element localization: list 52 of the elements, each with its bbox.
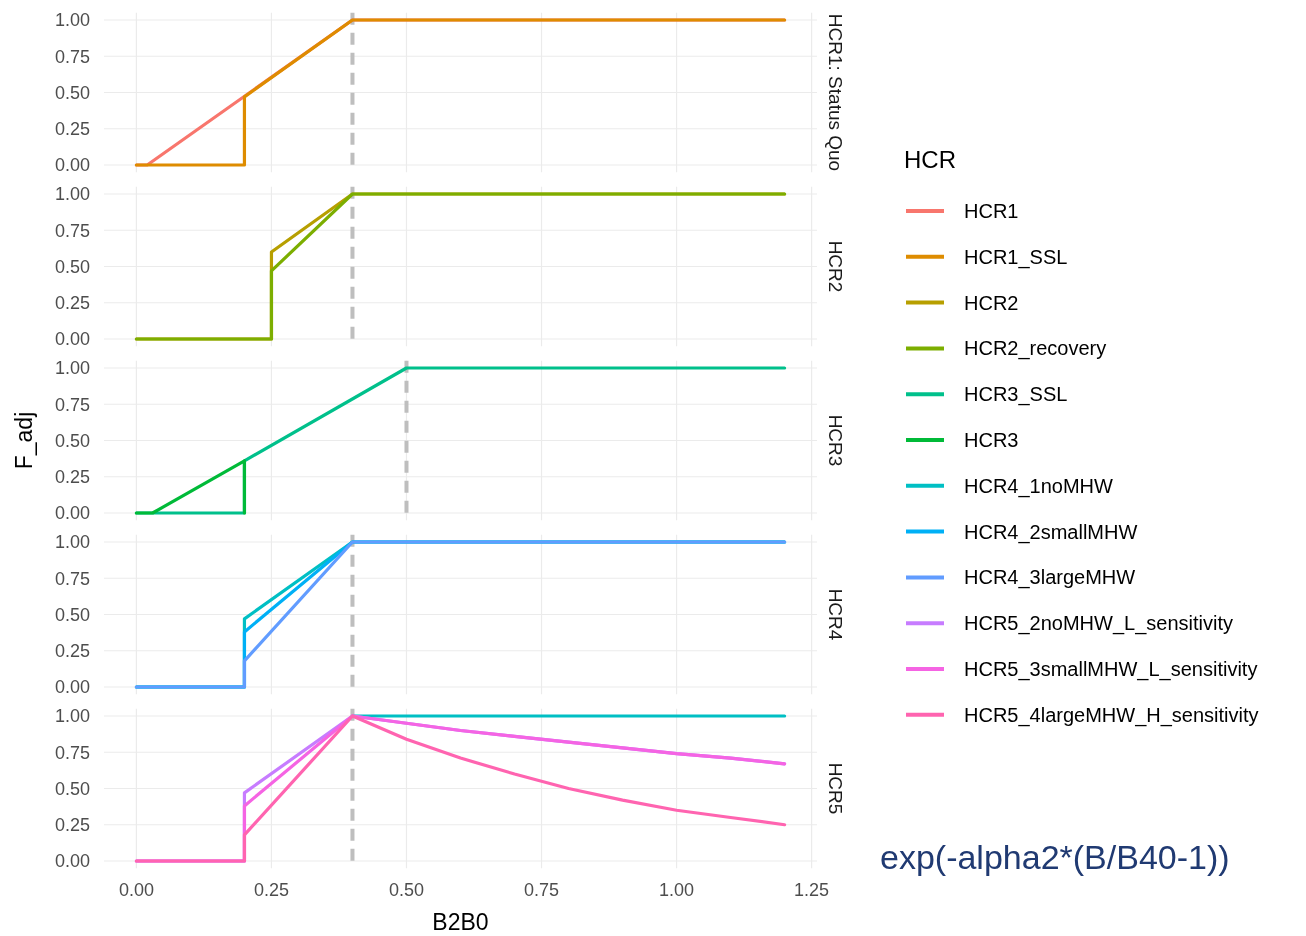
text: HCR5 — [825, 762, 846, 815]
y-tick-label: 0.50 — [54, 430, 90, 451]
y-tick-label: 0.00 — [54, 503, 90, 524]
text: HCR4 — [825, 588, 846, 641]
y-tick-label: 0.75 — [54, 568, 90, 589]
y-tick-label: 1.00 — [54, 532, 90, 553]
y-tick-label: 0.75 — [54, 220, 90, 241]
y-tick-label: 0.50 — [54, 82, 90, 103]
x-tick-label: 1.00 — [659, 880, 695, 901]
legend-label: HCR1 — [964, 200, 1019, 222]
x-tick-label: 0.25 — [253, 880, 289, 901]
x-tick-label: 0.00 — [118, 880, 154, 901]
legend-label: HCR5_2noMHW_L_sensitivity — [964, 612, 1233, 636]
y-tick-label: 0.00 — [54, 155, 90, 176]
y-tick-label: 0.00 — [54, 677, 90, 698]
legend-label: HCR3_SSL — [964, 383, 1068, 407]
x-axis-title: B2B0 — [432, 909, 489, 936]
y-tick-label: 0.50 — [54, 778, 90, 799]
legend-label: HCR4_2smallMHW — [964, 520, 1138, 544]
y-tick-label: 0.50 — [54, 604, 90, 625]
y-tick-label: 0.25 — [54, 467, 90, 488]
legend-label: HCR3 — [964, 429, 1019, 451]
y-tick-label: 1.00 — [54, 358, 90, 379]
legend-label: HCR2_recovery — [964, 337, 1107, 361]
legend-label: HCR2 — [964, 291, 1019, 314]
y-tick-label: 0.25 — [54, 815, 90, 836]
text: HCR1: Status Quo — [825, 13, 846, 172]
legend-label: HCR1_SSL — [964, 245, 1068, 269]
y-tick-label: 1.00 — [54, 706, 90, 727]
legend-title: HCR — [904, 146, 956, 173]
y-tick-label: 0.25 — [54, 641, 90, 662]
text: HCR3 — [825, 414, 846, 467]
x-tick-label: 1.25 — [794, 880, 830, 901]
y-tick-label: 0.75 — [54, 46, 90, 67]
legend-label: HCR4_1noMHW — [964, 474, 1114, 498]
legend-label: HCR5_4largeMHW_H_sensitivity — [964, 703, 1259, 727]
y-tick-label: 0.00 — [54, 329, 90, 350]
x-tick-label: 0.75 — [524, 880, 560, 901]
y-tick-label: 0.50 — [54, 256, 90, 277]
y-tick-label: 0.75 — [54, 742, 90, 763]
y-axis-title: F_adj — [11, 411, 37, 470]
y-tick-label: 1.00 — [54, 184, 90, 205]
y-tick-label: 0.25 — [54, 119, 90, 140]
text: HCR2 — [825, 240, 846, 293]
legend-label: HCR5_3smallMHW_L_sensitivity — [964, 658, 1258, 681]
legend-label: HCR4_3largeMHW — [964, 566, 1136, 590]
y-tick-label: 1.00 — [54, 10, 90, 31]
y-tick-label: 0.25 — [54, 293, 90, 314]
text: exp(-alpha2*(B/B40-1)) — [880, 837, 1230, 876]
x-tick-label: 0.50 — [388, 880, 425, 901]
y-tick-label: 0.75 — [54, 394, 90, 415]
y-tick-label: 0.00 — [54, 851, 90, 872]
